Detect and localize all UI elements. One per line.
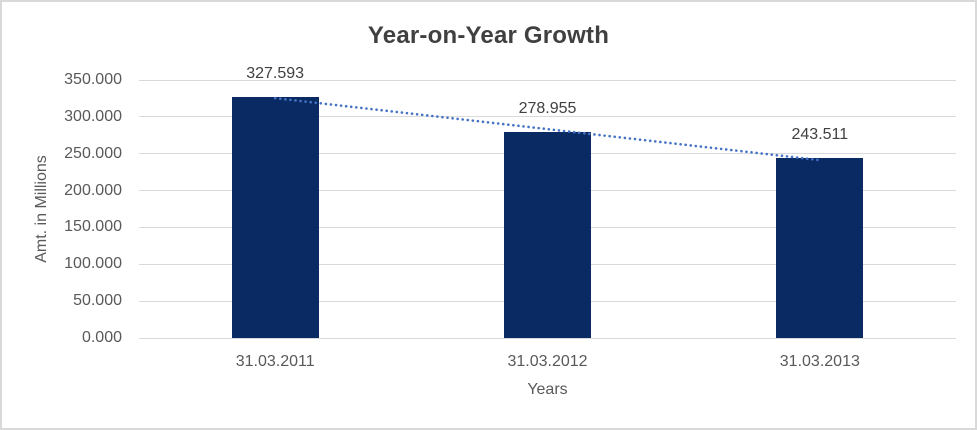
x-category-label: 31.03.2013 (779, 353, 860, 370)
gridline (139, 116, 956, 118)
y-tick-label: 250.000 (64, 144, 122, 162)
y-tick-label: 300.000 (64, 107, 122, 125)
x-axis-title: Years (527, 381, 568, 398)
x-category-label: 31.03.2012 (507, 353, 588, 370)
y-tick-label: 50.000 (73, 292, 122, 310)
bar (776, 158, 864, 338)
y-tick-label: 200.000 (64, 181, 122, 199)
y-tick-label: 0.000 (81, 329, 122, 346)
chart-title: Year-on-Year Growth (367, 22, 610, 49)
plot-area (139, 79, 956, 339)
bar-data-label: 278.955 (518, 100, 577, 118)
bar (231, 96, 319, 338)
y-axis-title: Amt. in Millions (33, 155, 50, 263)
y-tick-label: 100.000 (64, 255, 122, 273)
x-category-label: 31.03.2011 (235, 353, 315, 370)
y-tick-label: 350.000 (64, 71, 122, 88)
trendline (273, 96, 822, 162)
bar (504, 132, 591, 338)
bar-data-label: 243.511 (791, 126, 849, 144)
y-tick-label: 150.000 (64, 218, 122, 236)
gridline (139, 79, 956, 81)
gridline (139, 337, 956, 339)
bar-data-label: 327.593 (246, 64, 305, 82)
